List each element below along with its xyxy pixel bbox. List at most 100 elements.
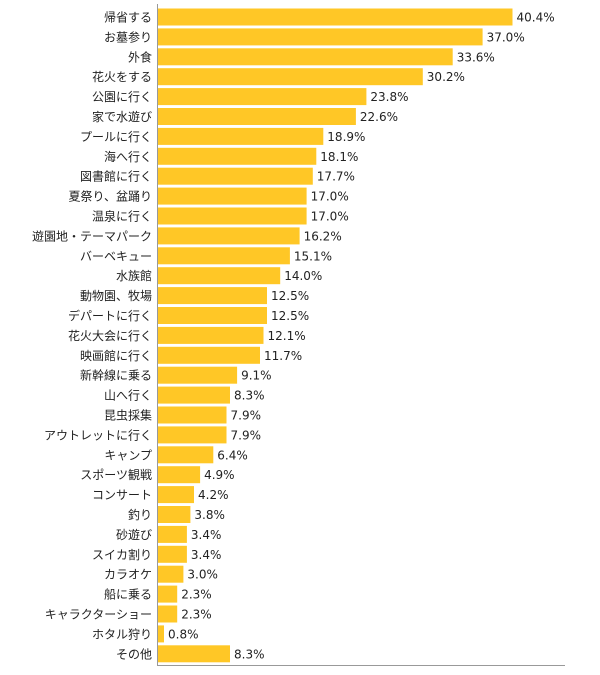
bar-24 <box>157 486 194 504</box>
category-label-7: 海へ行く <box>104 149 152 164</box>
value-label-28: 3.0% <box>187 568 218 582</box>
value-label-21: 7.9% <box>231 428 262 442</box>
category-label-30: キャラクターショー <box>45 608 152 622</box>
bars-group <box>157 8 513 663</box>
category-label-28: カラオケ <box>104 568 152 582</box>
bar-18 <box>157 366 238 384</box>
bar-3 <box>157 68 423 86</box>
category-label-27: スイカ割り <box>92 547 152 562</box>
category-label-6: プールに行く <box>80 130 152 144</box>
value-label-6: 18.9% <box>327 130 365 144</box>
category-label-15: デパートに行く <box>68 308 152 323</box>
value-label-13: 14.0% <box>284 269 322 283</box>
bar-32 <box>157 645 230 663</box>
category-labels-group: 帰省するお墓参り外食花火をする公園に行く家で水遊びプールに行く海へ行く図書館に行… <box>32 11 152 662</box>
category-label-24: コンサート <box>92 488 152 502</box>
value-label-19: 8.3% <box>234 389 265 403</box>
category-label-2: 外食 <box>128 49 152 64</box>
value-label-25: 3.8% <box>194 508 225 522</box>
bar-9 <box>157 187 307 205</box>
bar-28 <box>157 565 184 583</box>
bar-22 <box>157 446 214 464</box>
category-label-32: その他 <box>116 647 152 661</box>
value-label-8: 17.7% <box>317 170 355 184</box>
value-label-14: 12.5% <box>271 289 309 303</box>
category-label-12: バーベキュー <box>80 249 152 263</box>
value-label-11: 16.2% <box>304 229 342 243</box>
category-label-4: 公園に行く <box>92 90 152 104</box>
bar-4 <box>157 88 367 106</box>
bar-6 <box>157 127 324 145</box>
value-label-10: 17.0% <box>311 210 349 224</box>
category-label-22: キャンプ <box>104 448 152 462</box>
category-label-10: 温泉に行く <box>92 210 152 224</box>
bar-2 <box>157 48 453 66</box>
value-label-1: 37.0% <box>487 30 525 44</box>
category-label-8: 図書館に行く <box>80 169 152 184</box>
bar-31 <box>157 625 164 643</box>
bar-16 <box>157 326 264 344</box>
value-labels-group: 40.4% 37.0% 33.6% 30.2% 23.8% 22.6% 18.9% 18.1%… <box>168 11 555 662</box>
value-label-26: 3.4% <box>191 528 222 542</box>
bar-11 <box>157 227 300 245</box>
value-label-15: 12.5% <box>271 309 309 323</box>
bar-13 <box>157 267 281 285</box>
category-label-0: 帰省する <box>104 11 152 25</box>
category-label-3: 花火をする <box>92 69 152 84</box>
category-label-5: 家で水遊び <box>92 109 152 124</box>
value-label-18: 9.1% <box>241 369 272 383</box>
bar-23 <box>157 466 201 484</box>
bar-30 <box>157 605 178 623</box>
value-label-17: 11.7% <box>264 349 302 363</box>
value-label-4: 23.8% <box>370 90 408 104</box>
category-label-23: スポーツ観戦 <box>80 468 152 482</box>
bar-20 <box>157 406 227 424</box>
category-label-25: 釣り <box>128 507 152 522</box>
value-label-9: 17.0% <box>311 190 349 204</box>
bar-29 <box>157 585 178 603</box>
bar-5 <box>157 108 356 125</box>
value-label-22: 6.4% <box>217 448 248 462</box>
bar-17 <box>157 346 260 364</box>
bar-15 <box>157 307 267 324</box>
value-label-3: 30.2% <box>427 70 465 84</box>
bar-14 <box>157 287 267 305</box>
category-label-11: 遊園地・テーマパーク <box>32 228 152 243</box>
value-label-0: 40.4% <box>517 11 555 25</box>
value-label-24: 4.2% <box>198 488 229 502</box>
value-label-16: 12.1% <box>268 329 306 343</box>
bar-12 <box>157 247 290 265</box>
category-label-31: ホタル狩り <box>92 626 152 641</box>
category-label-18: 新幹線に乗る <box>80 368 152 383</box>
value-label-23: 4.9% <box>204 468 235 482</box>
value-label-30: 2.3% <box>181 608 212 622</box>
value-label-5: 22.6% <box>360 110 398 124</box>
category-label-26: 砂遊び <box>116 527 152 542</box>
bar-19 <box>157 386 230 404</box>
bar-26 <box>157 525 187 543</box>
value-label-20: 7.9% <box>231 409 262 423</box>
category-label-21: アウトレットに行く <box>44 428 152 442</box>
category-label-16: 花火大会に行く <box>68 328 152 343</box>
bar-0 <box>157 8 513 26</box>
category-label-29: 船に乗る <box>104 588 152 602</box>
bar-25 <box>157 506 191 523</box>
bar-1 <box>157 28 483 46</box>
category-label-19: 山へ行く <box>104 389 152 403</box>
value-label-31: 0.8% <box>168 627 199 641</box>
value-label-27: 3.4% <box>191 548 222 562</box>
value-label-7: 18.1% <box>320 150 358 164</box>
category-label-14: 動物園、牧場 <box>80 289 152 303</box>
category-label-20: 昆虫採集 <box>104 408 152 423</box>
bar-27 <box>157 545 187 563</box>
bar-21 <box>157 426 227 444</box>
category-label-9: 夏祭り、盆踊り <box>68 190 152 204</box>
bar-7 <box>157 147 317 165</box>
value-label-12: 15.1% <box>294 249 332 263</box>
value-label-32: 8.3% <box>234 647 265 661</box>
category-label-1: お墓参り <box>104 29 152 44</box>
value-label-29: 2.3% <box>181 588 212 602</box>
bar-10 <box>157 207 307 225</box>
category-label-17: 映画館に行く <box>80 348 152 363</box>
